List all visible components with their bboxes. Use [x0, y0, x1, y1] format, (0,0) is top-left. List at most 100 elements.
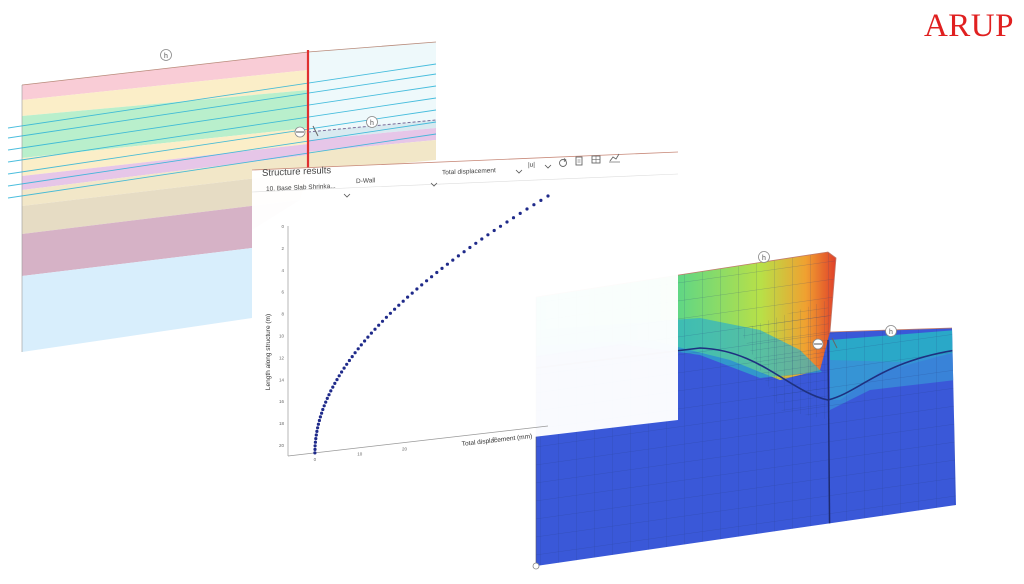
- data-point: [518, 211, 522, 215]
- data-point: [430, 275, 434, 279]
- soil-layer-silt: [22, 155, 308, 206]
- data-point: [401, 299, 405, 303]
- data-point: [486, 233, 490, 237]
- data-point: [532, 203, 536, 207]
- data-point: [539, 198, 543, 202]
- phase-select[interactable]: 10. Base Slab Shrinka...: [266, 183, 351, 198]
- data-point: [314, 437, 318, 441]
- soil-layer-clay-thin: [22, 144, 308, 190]
- x-tick-label: 10: [357, 452, 363, 457]
- data-point: [353, 351, 357, 355]
- data-point: [480, 237, 484, 241]
- soil-layer-chalk: [22, 248, 252, 352]
- panel-title: Structure results: [262, 165, 331, 179]
- data-point: [325, 396, 329, 400]
- displacement-chart: 0 2 4 6 8 10 12 14 16 18 20 0 10 20 40 Length along s…: [265, 194, 550, 462]
- x-tick-label: 0: [314, 457, 317, 462]
- y-axis-label: Length along structure (m): [265, 314, 272, 390]
- data-point: [313, 440, 317, 444]
- y-tick-label: 6: [281, 290, 284, 295]
- chart-icon[interactable]: [609, 153, 620, 163]
- data-point: [384, 315, 388, 319]
- data-point: [406, 295, 410, 299]
- data-point: [440, 266, 444, 270]
- surcharge-marker-icon: h: [366, 116, 378, 128]
- data-point: [350, 355, 354, 359]
- chevron-down-icon: [430, 182, 438, 187]
- y-tick-label: 8: [281, 312, 284, 317]
- data-point: [474, 241, 478, 245]
- data-point: [313, 447, 317, 451]
- data-point: [363, 339, 367, 343]
- table-icon[interactable]: [591, 155, 601, 164]
- data-point: [331, 385, 335, 389]
- data-point: [337, 374, 341, 378]
- soil-layer-london-clay: [22, 200, 300, 276]
- x-axis: [287, 425, 549, 457]
- data-point: [317, 418, 321, 423]
- quantity-select[interactable]: Total displacement: [442, 167, 523, 176]
- data-point: [505, 220, 509, 224]
- y-tick-label: 10: [279, 334, 285, 339]
- data-point: [410, 291, 414, 295]
- element-select[interactable]: D-Wall: [356, 177, 438, 187]
- chevron-down-icon: [343, 193, 351, 198]
- data-point: [525, 207, 529, 211]
- arup-logo: ARUP: [923, 8, 1014, 44]
- svg-text:|u|: |u|: [528, 162, 535, 169]
- surcharge-marker-icon: h: [758, 251, 770, 263]
- data-point: [318, 415, 322, 419]
- surcharge-marker-icon: h: [160, 49, 172, 61]
- refresh-icon[interactable]: [559, 158, 567, 167]
- svg-text:h: h: [370, 120, 374, 127]
- soil-layer-silty-clay: [22, 172, 308, 234]
- data-point: [322, 404, 326, 408]
- svg-text:Total displacement: Total displacement: [442, 167, 496, 176]
- data-point: [347, 358, 351, 363]
- soil-layer-gravel: [22, 90, 308, 158]
- data-point: [321, 407, 325, 412]
- data-point: [356, 347, 360, 351]
- data-point: [498, 224, 503, 228]
- structure-results-panel: Structure results 10. Base Slab Shrinka.…: [251, 151, 679, 470]
- data-point: [377, 323, 381, 327]
- data-point: [380, 319, 385, 323]
- data-point: [369, 331, 373, 335]
- data-point: [397, 303, 401, 307]
- data-point: [366, 335, 370, 339]
- surcharge-marker-icon: h: [885, 325, 897, 337]
- svg-text:D-Wall: D-Wall: [356, 177, 376, 185]
- data-point: [546, 194, 550, 198]
- y-tick-label: 4: [281, 268, 284, 273]
- data-point: [511, 216, 516, 220]
- component-select[interactable]: |u|: [528, 162, 552, 169]
- document-icon[interactable]: [575, 156, 583, 166]
- data-point: [327, 393, 331, 397]
- data-point: [420, 283, 424, 287]
- y-tick-label: 16: [279, 399, 285, 404]
- data-point: [425, 279, 429, 283]
- data-point: [316, 426, 320, 430]
- data-point: [340, 370, 344, 374]
- data-point: [342, 366, 346, 370]
- water-table-lines: [7, 63, 437, 199]
- data-point: [393, 307, 397, 311]
- data-point: [320, 411, 324, 415]
- y-tick-label: 20: [279, 443, 285, 448]
- x-tick-label: 20: [402, 447, 408, 452]
- svg-text:h: h: [889, 329, 893, 336]
- y-tick-label: 14: [279, 377, 285, 382]
- y-tick-label: 18: [279, 421, 285, 426]
- data-point: [468, 245, 472, 250]
- data-point: [316, 422, 320, 426]
- chevron-down-icon: [515, 169, 523, 174]
- svg-text:h: h: [762, 255, 766, 262]
- y-tick-label: 0: [281, 224, 284, 229]
- svg-text:10. Base Slab Shrinka...: 10. Base Slab Shrinka...: [266, 183, 336, 193]
- data-point: [313, 451, 317, 455]
- soil-layer-made-ground: [22, 52, 308, 100]
- data-point: [314, 433, 318, 437]
- data-point: [333, 381, 337, 385]
- data-point: [329, 389, 333, 393]
